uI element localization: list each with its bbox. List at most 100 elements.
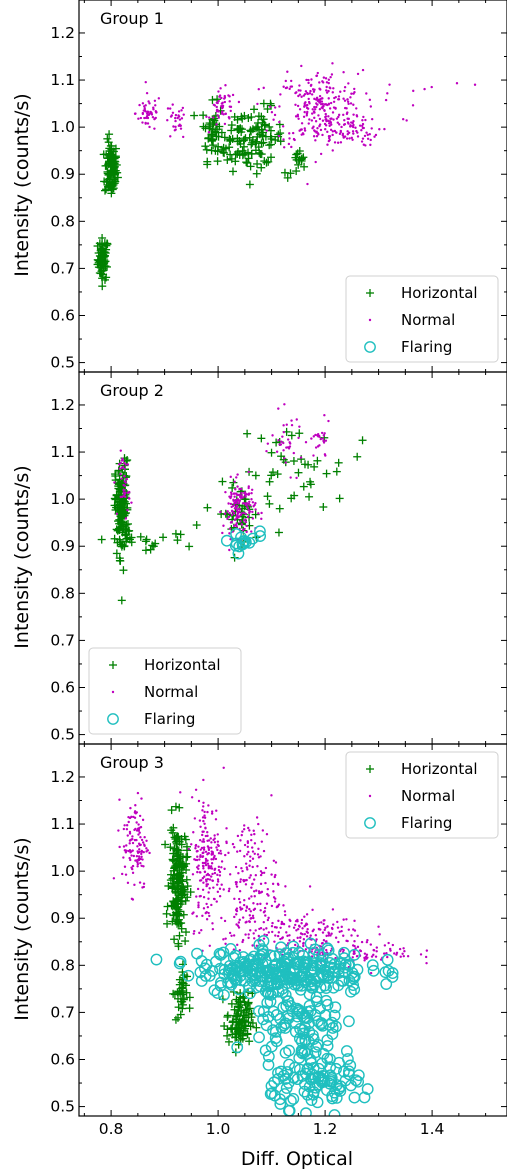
normal-point [123, 467, 126, 471]
normal-point [353, 944, 356, 948]
horizontal-point [228, 483, 237, 492]
scatter-points-group-2 [97, 403, 367, 605]
legend-marker-normal [368, 794, 372, 798]
normal-point [282, 430, 286, 434]
horizontal-point [102, 161, 111, 170]
normal-point [143, 106, 146, 110]
horizontal-point [247, 150, 256, 159]
normal-point [325, 119, 328, 123]
normal-point [215, 809, 218, 812]
normal-point [216, 880, 220, 883]
horizontal-point [293, 149, 302, 158]
normal-point [201, 855, 205, 858]
normal-point [337, 940, 340, 944]
normal-point [271, 921, 274, 925]
legend-label-horizontal: Horizontal [144, 656, 221, 674]
normal-point [233, 915, 236, 919]
normal-point [423, 87, 426, 91]
normal-point [248, 864, 251, 867]
horizontal-point [100, 251, 109, 260]
normal-point [213, 871, 217, 875]
normal-point [242, 511, 245, 515]
horizontal-point [251, 471, 260, 480]
normal-point [252, 829, 255, 832]
normal-point [190, 843, 193, 846]
normal-point [365, 940, 369, 944]
normal-point [273, 925, 277, 929]
normal-point [265, 449, 268, 453]
horizontal-point [203, 503, 212, 512]
normal-point [327, 115, 330, 118]
normal-point [223, 867, 226, 871]
normal-point [206, 905, 210, 909]
normal-point [234, 865, 238, 869]
normal-point [274, 873, 277, 877]
normal-point [354, 126, 357, 129]
normal-point [198, 819, 202, 822]
flaring-point [272, 985, 285, 998]
normal-point [211, 927, 215, 931]
normal-point [345, 918, 348, 921]
normal-point [205, 115, 208, 118]
normal-point [302, 938, 306, 941]
normal-point [126, 881, 130, 885]
normal-point [232, 499, 235, 502]
flaring-point [275, 941, 287, 954]
normal-point [247, 493, 250, 496]
normal-point [171, 111, 175, 114]
horizontal-point [254, 118, 263, 127]
horizontal-point [246, 162, 255, 171]
flaring-point [281, 995, 294, 1008]
normal-point [342, 113, 345, 117]
normal-point [180, 109, 183, 112]
normal-point [239, 906, 242, 909]
normal-point [195, 895, 198, 898]
normal-point [280, 922, 283, 926]
flaring-point [358, 1091, 371, 1104]
normal-point [288, 445, 292, 448]
y-tick-label: 0.8 [50, 956, 75, 974]
normal-point [204, 861, 207, 864]
legend-marker-horizontal [366, 765, 374, 773]
normal-point [265, 129, 268, 132]
normal-point [196, 887, 200, 891]
normal-point [174, 113, 178, 117]
normal-point [302, 941, 305, 945]
normal-point [145, 839, 148, 842]
horizontal-point [274, 130, 283, 139]
normal-point [206, 862, 210, 865]
horizontal-point [214, 142, 223, 151]
normal-point [148, 102, 151, 105]
normal-point [313, 105, 316, 109]
normal-point [241, 830, 244, 833]
normal-point [248, 500, 251, 503]
normal-point [253, 842, 257, 845]
normal-point [256, 853, 260, 856]
normal-point [288, 87, 291, 91]
horizontal-point [261, 132, 270, 141]
horizontal-point [116, 500, 125, 509]
normal-point [307, 78, 310, 82]
normal-point [201, 809, 204, 812]
normal-point [119, 449, 122, 452]
normal-point [305, 114, 308, 117]
normal-point [363, 134, 367, 138]
normal-point [294, 103, 297, 107]
normal-point [137, 829, 140, 832]
horizontal-point [163, 919, 172, 928]
normal-point [216, 833, 219, 836]
horizontal-point [169, 897, 178, 906]
normal-point [353, 940, 356, 943]
normal-point [177, 110, 181, 113]
normal-point [234, 500, 237, 503]
normal-point [209, 865, 213, 868]
normal-point [271, 882, 275, 886]
normal-point [129, 851, 132, 854]
normal-point [317, 921, 321, 924]
normal-point [244, 883, 248, 886]
normal-point [246, 506, 249, 509]
normal-point [121, 495, 124, 499]
flaring-point [270, 976, 283, 989]
horizontal-point [119, 566, 128, 575]
normal-point [327, 934, 330, 937]
